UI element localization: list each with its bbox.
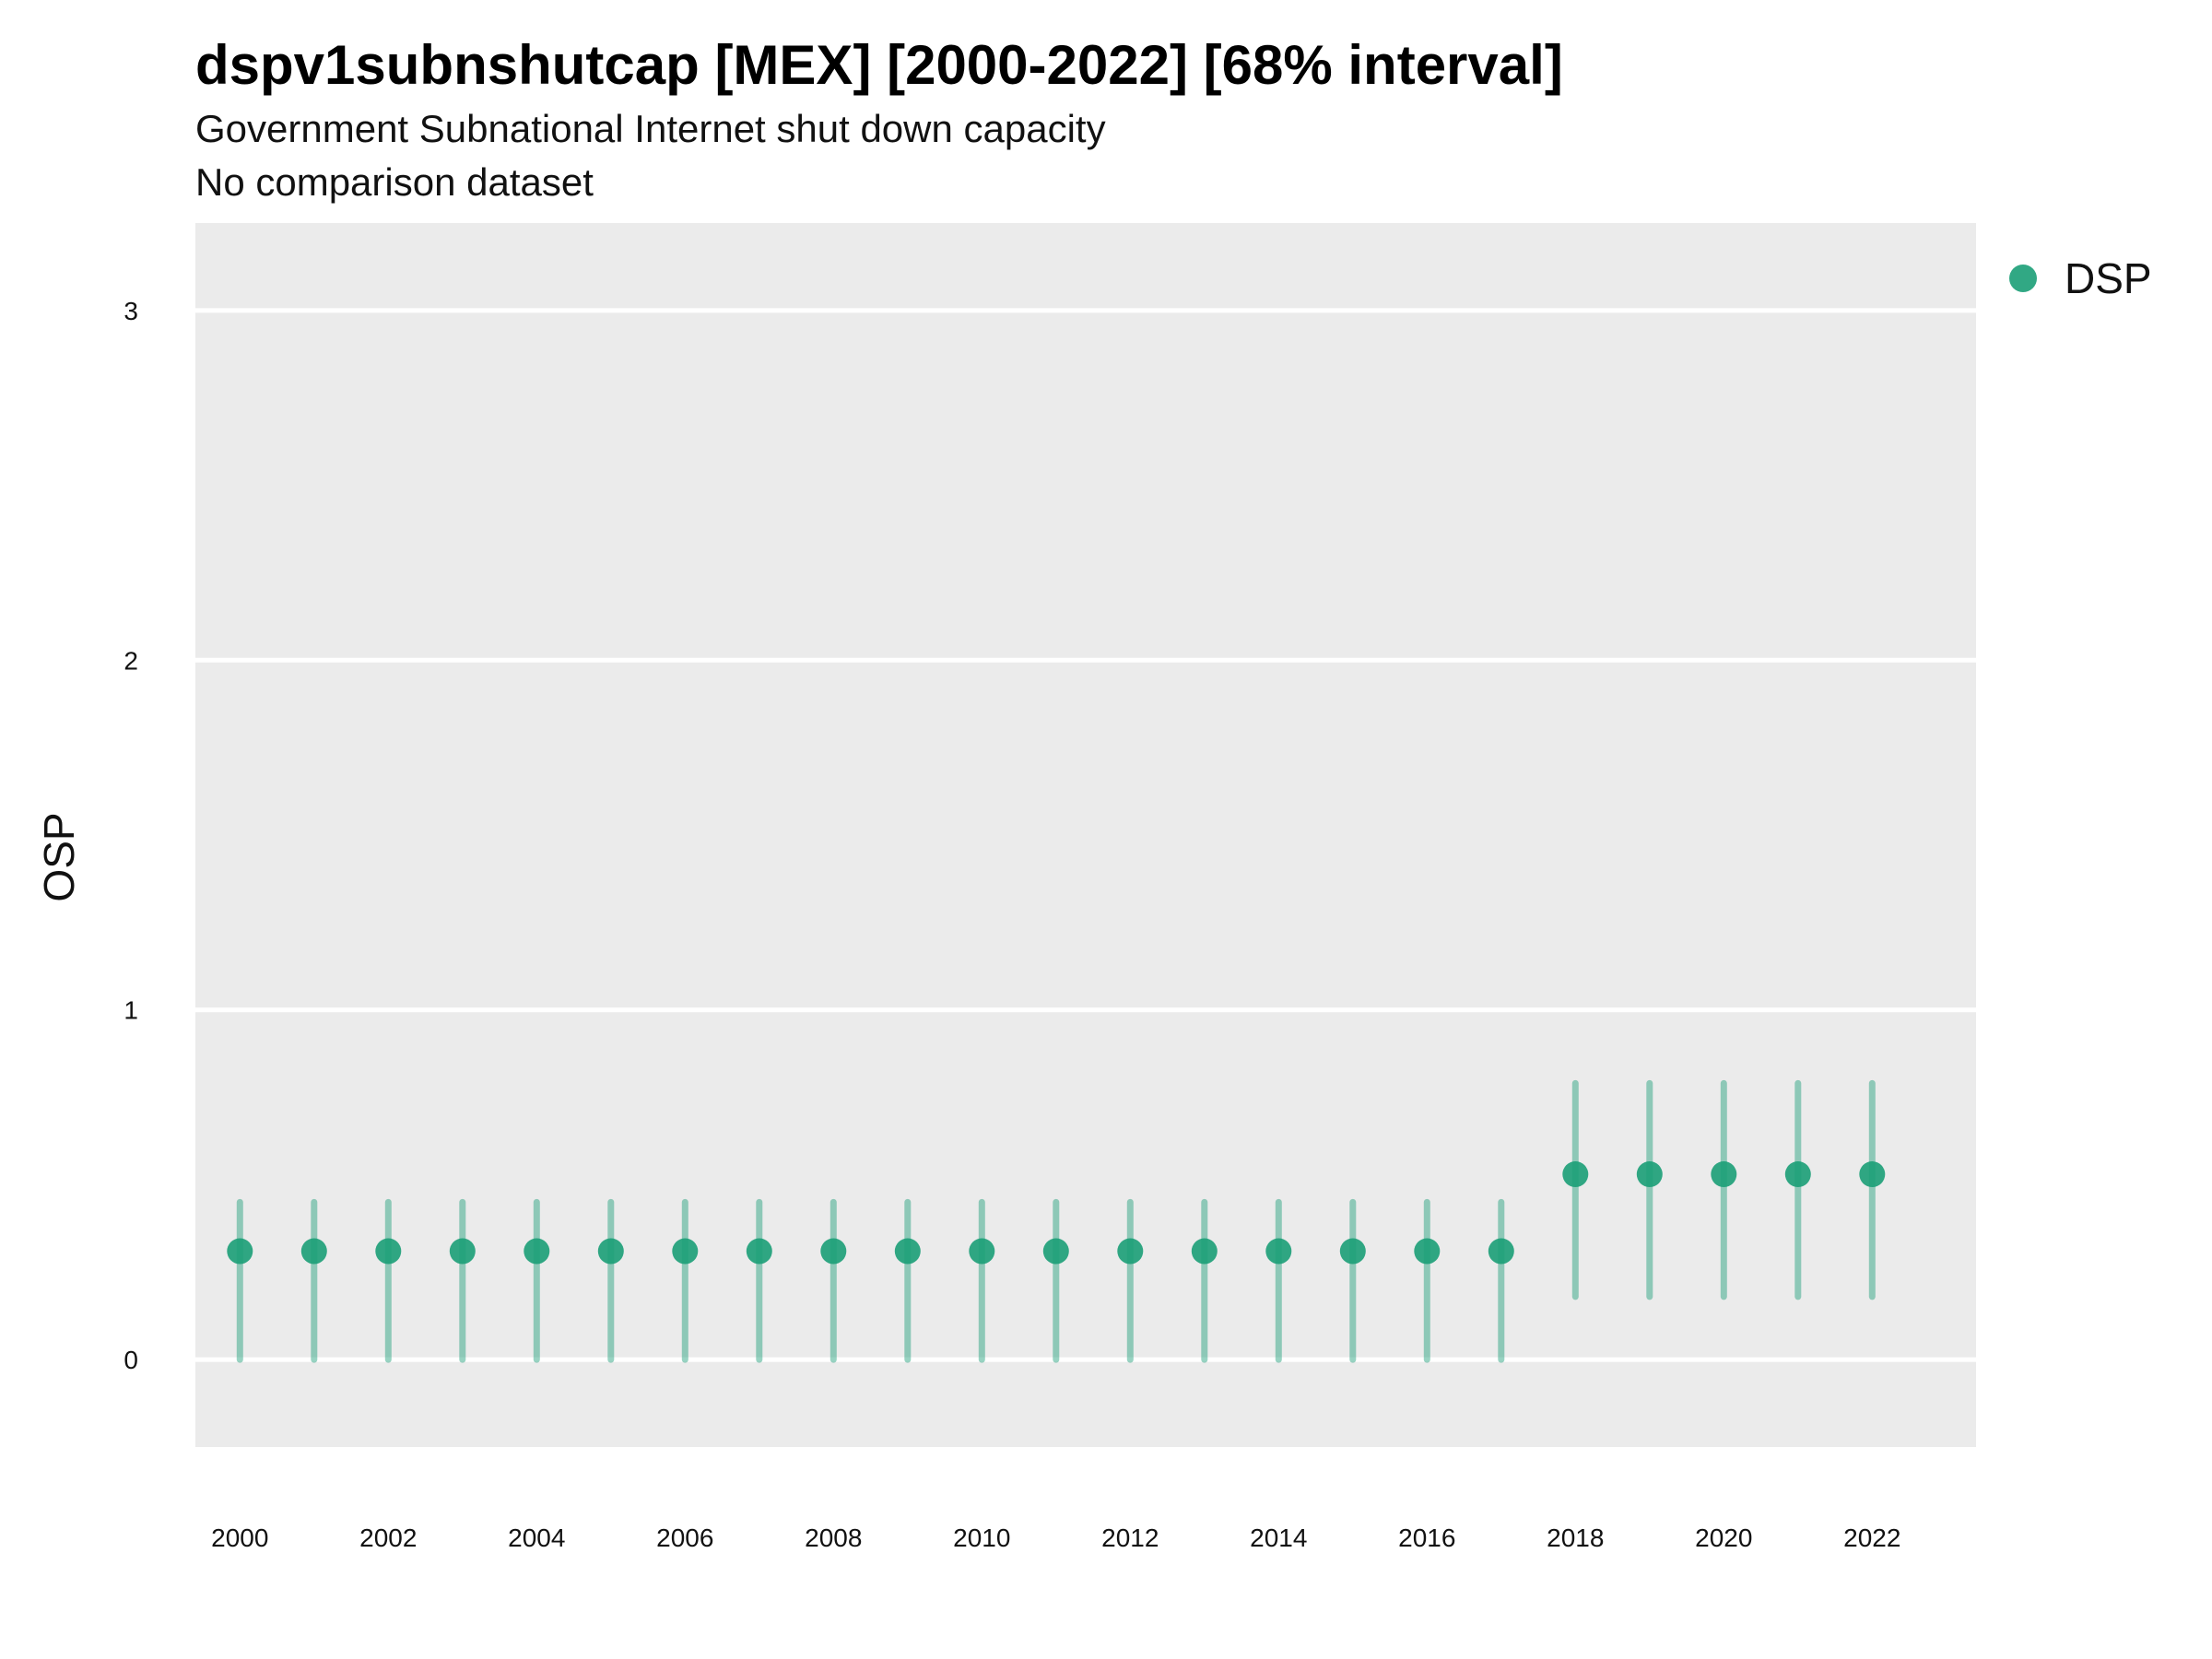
legend-marker-dsp [2009, 265, 2037, 292]
data-point [1191, 1238, 1218, 1265]
data-point [1636, 1161, 1663, 1188]
data-point [597, 1238, 624, 1265]
x-tick-label: 2004 [508, 1524, 565, 1552]
x-tick-label: 2016 [1398, 1524, 1455, 1552]
x-axis-ticks: 2000 2002 2004 2006 2008 2010 2012 2014 2016 2018… [211, 1524, 1900, 1552]
data-point [1339, 1238, 1366, 1265]
data-point [227, 1238, 253, 1265]
chart-title: dspv1subnshutcap [MEX] [2000-2022] [68% … [195, 34, 1563, 96]
x-tick-label: 2000 [211, 1524, 268, 1552]
y-tick-label: 3 [124, 297, 138, 325]
data-point [1859, 1161, 1886, 1188]
plot-panel [195, 223, 1976, 1447]
data-point [820, 1238, 847, 1265]
data-point [300, 1238, 327, 1265]
data-point [1562, 1161, 1589, 1188]
y-tick-label: 1 [124, 996, 138, 1025]
data-point [1414, 1238, 1441, 1265]
x-tick-label: 2008 [805, 1524, 862, 1552]
data-points [227, 1161, 1886, 1265]
x-tick-label: 2010 [953, 1524, 1010, 1552]
grid-lines [195, 308, 1976, 1362]
data-point [1488, 1238, 1514, 1265]
data-point [894, 1238, 921, 1265]
legend-label-dsp: DSP [2065, 254, 2152, 302]
data-point [1711, 1161, 1737, 1188]
x-tick-label: 2020 [1695, 1524, 1752, 1552]
data-point [375, 1238, 402, 1265]
x-tick-label: 2014 [1250, 1524, 1307, 1552]
data-point [1784, 1161, 1811, 1188]
y-tick-label: 0 [124, 1346, 138, 1374]
data-point [746, 1238, 772, 1265]
legend: DSP [2009, 254, 2152, 302]
x-tick-label: 2006 [656, 1524, 713, 1552]
x-tick-label: 2012 [1101, 1524, 1159, 1552]
y-tick-label: 2 [124, 646, 138, 675]
data-point [1265, 1238, 1292, 1265]
x-tick-label: 2018 [1547, 1524, 1604, 1552]
interval-lines [236, 1079, 1876, 1363]
x-tick-label: 2022 [1843, 1524, 1900, 1552]
x-tick-label: 2002 [359, 1524, 417, 1552]
chart-subtitle-secondary: No comparison dataset [195, 160, 594, 204]
data-point [969, 1238, 995, 1265]
y-axis-ticks: 0 1 2 3 [124, 297, 138, 1374]
chart-subtitle: Government Subnational Internet shut dow… [195, 107, 1106, 150]
data-point [524, 1238, 550, 1265]
data-point [449, 1238, 476, 1265]
data-point [1117, 1238, 1144, 1265]
data-point [1042, 1238, 1069, 1265]
data-point [672, 1238, 699, 1265]
